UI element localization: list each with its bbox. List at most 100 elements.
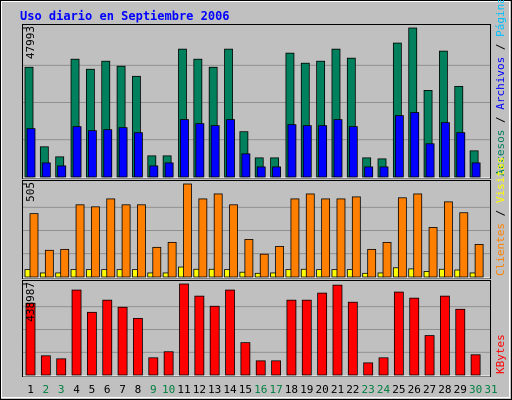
x-tick-label: 2 xyxy=(43,383,50,396)
bar xyxy=(198,198,208,278)
x-tick-label: 9 xyxy=(150,383,157,396)
bar xyxy=(134,132,143,178)
bar xyxy=(474,244,484,278)
bar xyxy=(41,162,51,178)
bar xyxy=(456,132,466,178)
bar xyxy=(26,128,36,178)
bar xyxy=(428,227,438,278)
x-tick-label: 24 xyxy=(377,383,391,396)
bar xyxy=(351,196,361,278)
bar xyxy=(318,125,328,178)
bar xyxy=(179,283,189,376)
bar xyxy=(301,299,312,376)
bar xyxy=(259,253,269,278)
bar xyxy=(163,351,174,376)
bar xyxy=(305,193,315,278)
bar xyxy=(102,299,113,376)
x-tick-label: 27 xyxy=(423,383,436,396)
legend: Clientes / Visitas xyxy=(494,157,507,276)
x-tick-label: 17 xyxy=(269,383,282,396)
bar xyxy=(275,246,284,278)
y-tick-label: 47993 xyxy=(24,26,37,59)
bar xyxy=(271,360,281,376)
bar xyxy=(440,295,450,376)
legend-separator: / xyxy=(494,110,507,130)
bar xyxy=(382,241,392,278)
x-tick-label: 20 xyxy=(316,383,329,396)
bar xyxy=(57,165,67,178)
bar xyxy=(244,239,254,278)
bar xyxy=(71,289,82,376)
bar xyxy=(290,198,300,278)
bar xyxy=(286,299,297,376)
x-tick-label: 18 xyxy=(285,383,298,396)
y-tick-label: 438987 xyxy=(24,282,37,322)
x-tick-label: 12 xyxy=(193,383,206,396)
bar xyxy=(137,204,146,278)
bar xyxy=(183,183,192,278)
x-tick-label: 23 xyxy=(362,383,375,396)
x-tick-label: 8 xyxy=(135,383,142,396)
bar xyxy=(455,308,466,376)
bar xyxy=(444,201,453,278)
x-tick-label: 3 xyxy=(58,383,65,396)
x-tick-label: 1 xyxy=(27,383,34,396)
bar xyxy=(459,212,469,278)
bar xyxy=(29,213,39,278)
x-tick-label: 11 xyxy=(177,383,190,396)
bar xyxy=(167,241,177,278)
bar xyxy=(317,292,328,376)
bar xyxy=(333,119,343,178)
bar xyxy=(133,317,143,376)
x-tick-label: 29 xyxy=(454,383,467,396)
y-tick-label: 505 xyxy=(24,182,37,202)
bar xyxy=(363,362,374,376)
legend-separator: / xyxy=(494,37,507,57)
legend-item: Páginas xyxy=(494,0,507,37)
legend-item: Archivos xyxy=(494,57,507,110)
bar xyxy=(424,335,435,376)
bar xyxy=(321,198,331,278)
bar xyxy=(409,297,420,376)
bar xyxy=(441,122,450,178)
bar xyxy=(180,119,189,178)
bar xyxy=(332,284,343,376)
bar xyxy=(241,153,251,178)
bar xyxy=(194,295,205,376)
bar xyxy=(393,291,404,376)
bar xyxy=(118,127,128,178)
bar xyxy=(86,311,97,376)
x-tick-label: 14 xyxy=(223,383,237,396)
bar xyxy=(471,162,481,178)
legend: Accesos / Archivos / Páginas xyxy=(494,0,507,176)
bar xyxy=(470,354,481,376)
bar xyxy=(226,119,235,178)
bar xyxy=(40,355,51,376)
bar xyxy=(152,246,162,278)
x-tick-label: 19 xyxy=(300,383,313,396)
x-tick-label: 26 xyxy=(408,383,421,396)
bar xyxy=(148,357,159,376)
bar xyxy=(302,125,312,178)
x-tick-label: 6 xyxy=(104,383,111,396)
bar xyxy=(348,126,358,178)
bar xyxy=(255,360,266,376)
x-tick-label: 22 xyxy=(346,383,359,396)
bar xyxy=(367,248,377,278)
bar xyxy=(72,126,82,178)
bar xyxy=(209,305,220,376)
legend-separator: / xyxy=(494,203,507,223)
bar xyxy=(379,166,389,178)
legend: KBytes xyxy=(494,334,507,374)
legend-item: KBytes xyxy=(494,334,507,374)
bar xyxy=(240,342,251,376)
bar xyxy=(117,306,128,376)
bar xyxy=(60,248,70,278)
x-tick-label: 13 xyxy=(208,383,221,396)
legend-item: Clientes xyxy=(494,223,507,276)
bar xyxy=(25,302,36,376)
panel-frame xyxy=(22,180,491,279)
bar xyxy=(75,204,85,278)
bar xyxy=(213,193,223,278)
